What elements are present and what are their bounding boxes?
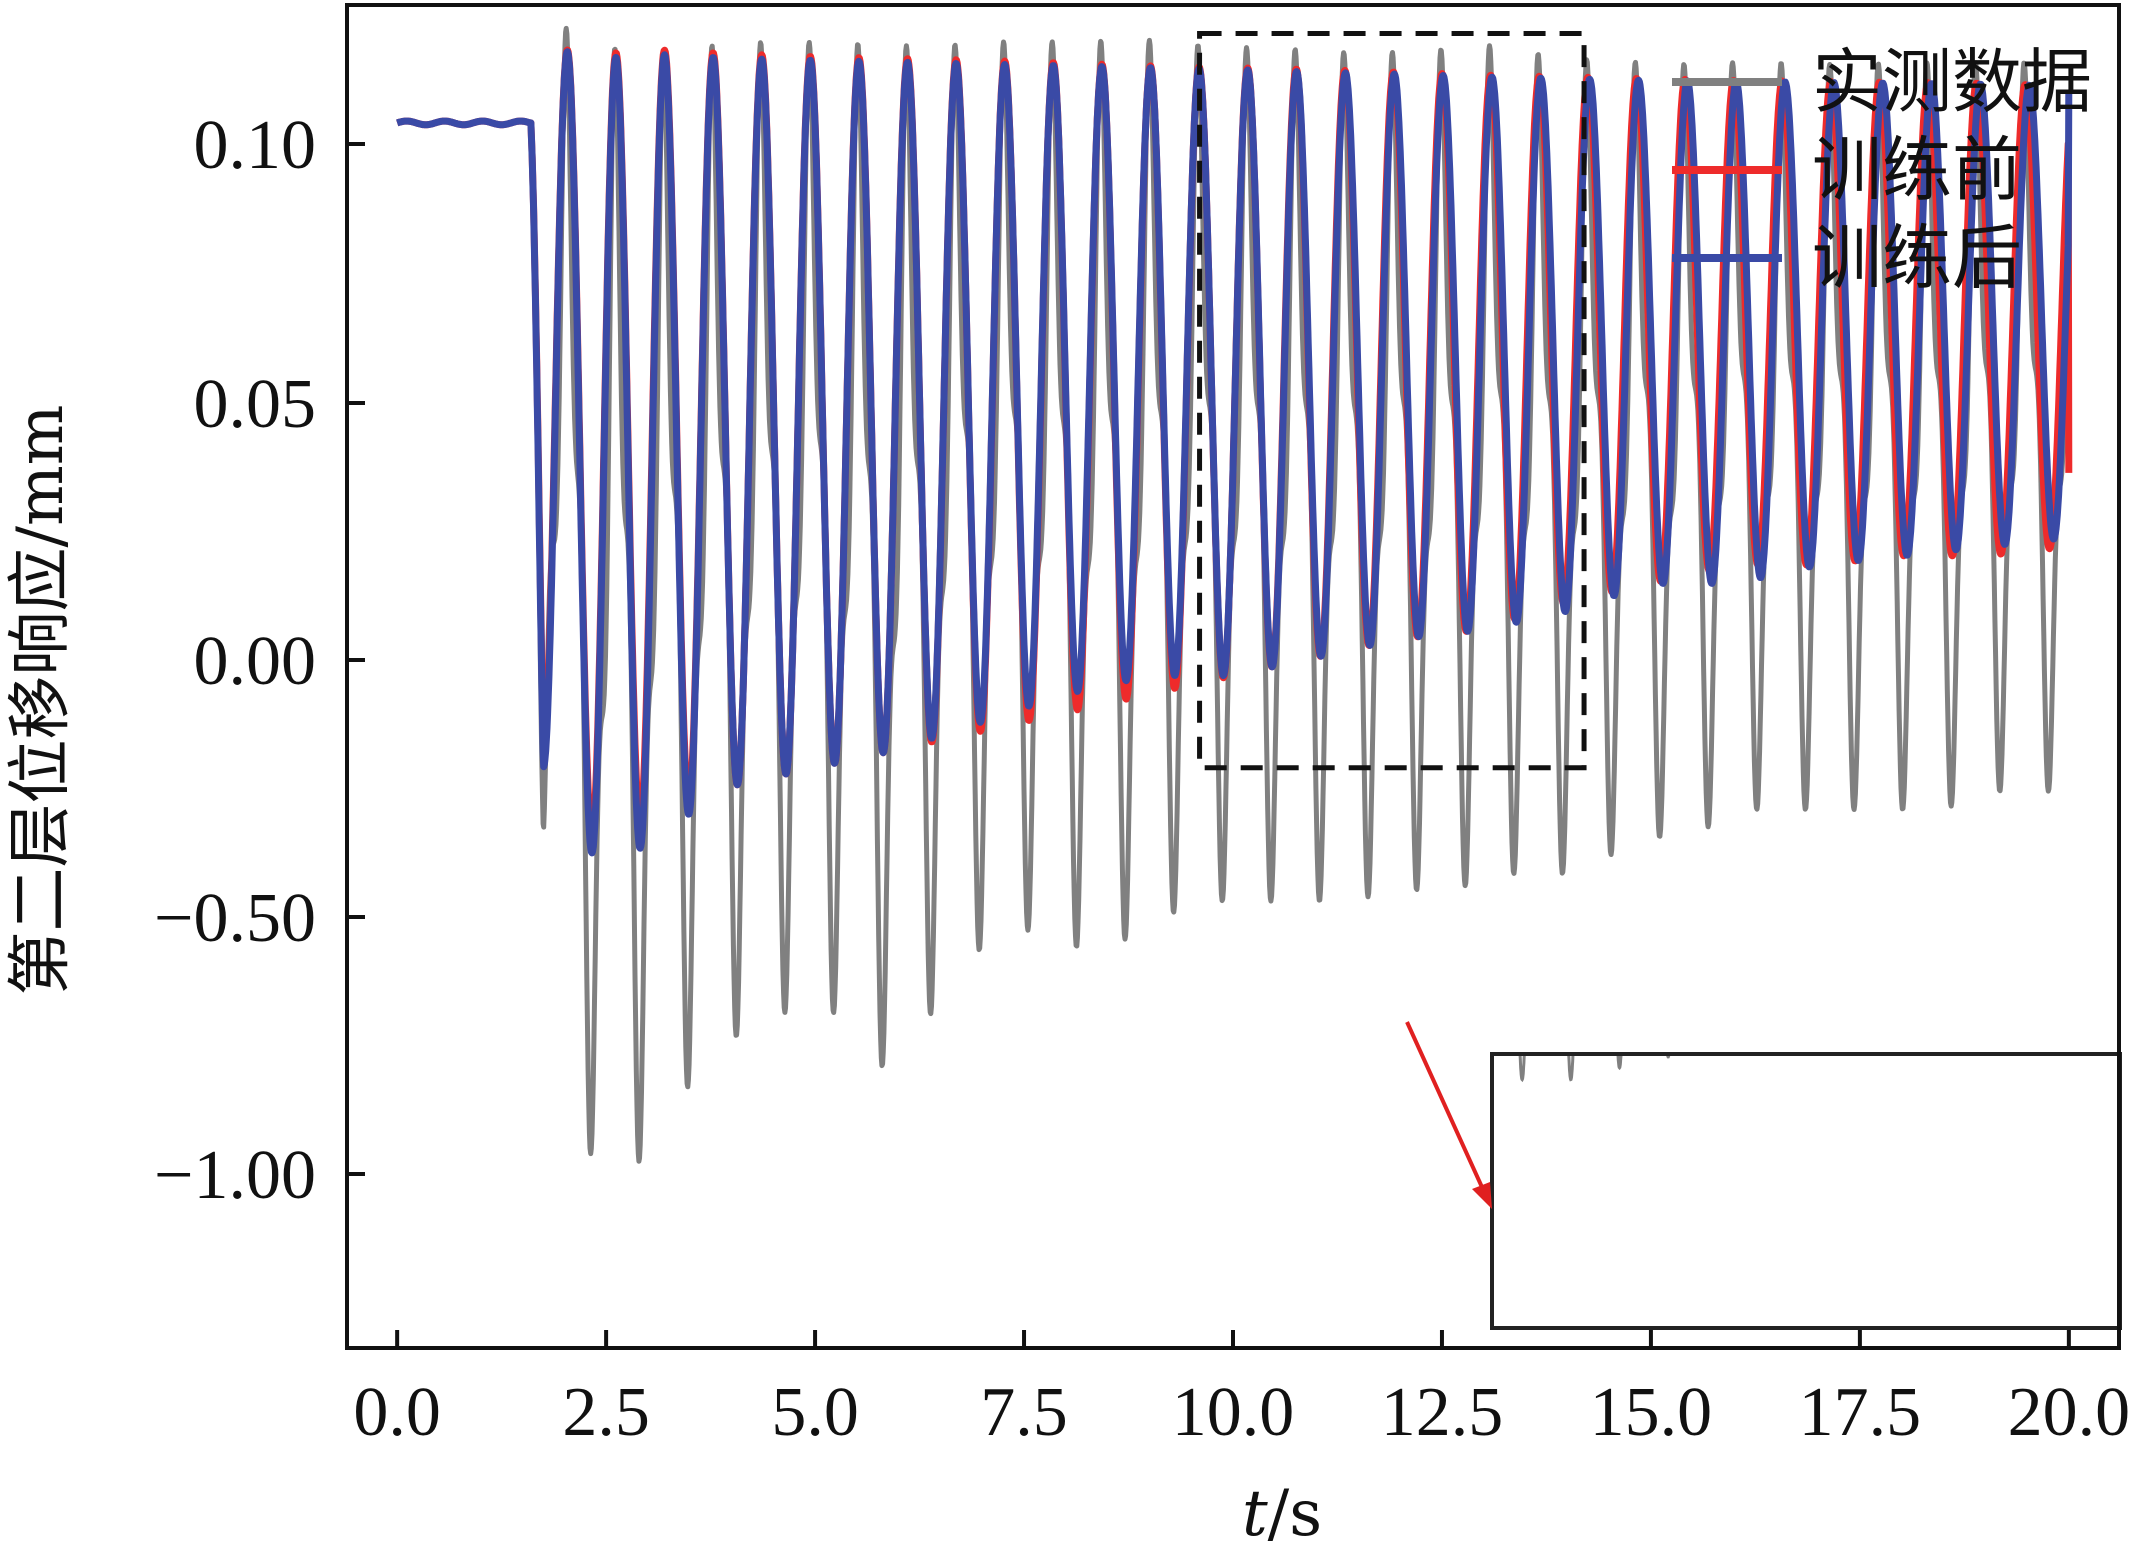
x-tick-label: 17.5 <box>1799 1374 1922 1451</box>
legend-label-before-training: 训练前 <box>1812 129 2022 211</box>
y-tick-label: −1.00 <box>154 1137 316 1214</box>
y-axis-title: 第二层位移响应/mm <box>4 405 78 996</box>
inset-line-measured <box>1518 1054 1671 1083</box>
y-tick-label: −0.50 <box>154 880 316 957</box>
x-axis-ticks: 0.0 2.5 5.0 7.5 10.0 12.5 15.0 17.5 20.0 <box>353 1330 2130 1451</box>
plot-area <box>394 25 2073 1164</box>
y-tick-label: 0.00 <box>194 623 317 700</box>
zoom-connector-arrow <box>1405 1021 1492 1209</box>
x-axis-unit: /s <box>1268 1477 1322 1551</box>
x-axis-title: t/s <box>1242 1477 1322 1551</box>
inset <box>1490 1052 2122 1330</box>
y-tick-label: 0.10 <box>194 107 317 184</box>
zoom-region-box <box>1197 31 1587 771</box>
x-tick-label: 0.0 <box>353 1374 441 1451</box>
x-axis-variable: t <box>1242 1477 1268 1551</box>
legend-label-after-training: 训练后 <box>1812 217 2022 299</box>
x-tick-label: 15.0 <box>1590 1374 1713 1451</box>
x-tick-label: 10.0 <box>1172 1374 1295 1451</box>
y-axis-ticks: 0.10 0.05 0.00 −0.50 −1.00 <box>154 107 365 1214</box>
x-tick-label: 7.5 <box>980 1374 1068 1451</box>
legend: 实测数据 训练前 训练后 <box>1672 41 2092 299</box>
x-tick-label: 2.5 <box>562 1374 650 1451</box>
series-line-after-training <box>394 48 2073 857</box>
x-tick-label: 5.0 <box>771 1374 859 1451</box>
x-tick-label: 20.0 <box>2008 1374 2131 1451</box>
y-tick-label: 0.05 <box>194 366 317 443</box>
inset-background <box>1492 1054 2120 1328</box>
legend-label-measured: 实测数据 <box>1812 41 2092 123</box>
x-tick-label: 12.5 <box>1381 1374 1504 1451</box>
